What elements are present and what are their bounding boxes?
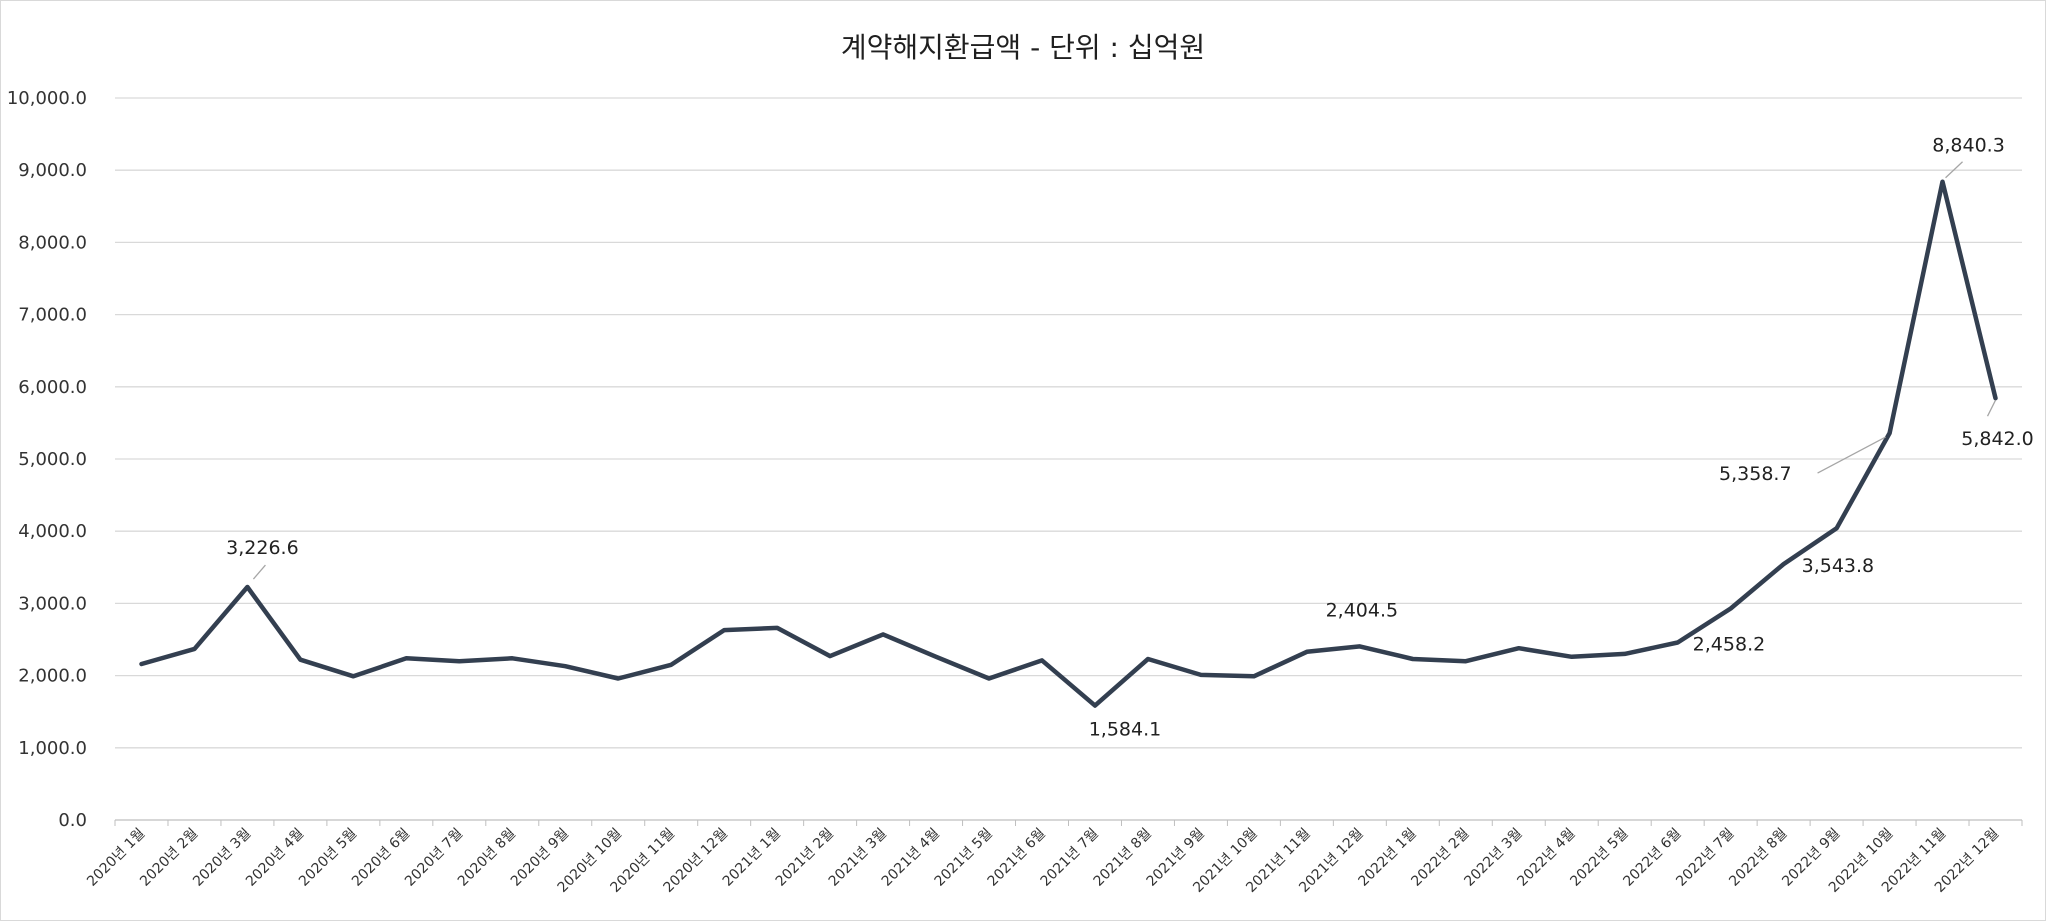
data-label: 3,226.6 xyxy=(226,537,299,559)
leader-line xyxy=(1945,161,1963,179)
y-tick-label: 1,000.0 xyxy=(18,738,87,759)
y-tick-label: 3,000.0 xyxy=(18,593,87,614)
y-tick-label: 6,000.0 xyxy=(18,377,87,398)
y-tick-label: 2,000.0 xyxy=(18,666,87,687)
data-label: 5,842.0 xyxy=(1961,428,2034,450)
y-tick-label: 9,000.0 xyxy=(18,160,87,181)
y-tick-label: 4,000.0 xyxy=(18,521,87,542)
y-tick-label: 0.0 xyxy=(58,810,87,831)
y-tick-label: 7,000.0 xyxy=(18,305,87,326)
data-labels: 3,226.6 1,584.1 2,404.5 2,458.2 3,543.8 5,358… xyxy=(226,135,2034,741)
data-label: 2,404.5 xyxy=(1326,599,1399,621)
chart-title: 계약해지환급액 - 단위 : 십억원 xyxy=(840,31,1206,64)
leader-line xyxy=(252,564,266,580)
y-tick-label: 8,000.0 xyxy=(18,232,87,253)
data-label: 5,358.7 xyxy=(1719,463,1792,485)
series xyxy=(139,179,1998,708)
data-label: 1,584.1 xyxy=(1089,719,1162,741)
y-axis: 0.0 1,000.0 2,000.0 3,000.0 4,000.0 5,000.0 6,… xyxy=(7,88,87,831)
data-label: 3,543.8 xyxy=(1802,555,1875,577)
y-tick-label: 10,000.0 xyxy=(7,88,87,109)
data-label: 8,840.3 xyxy=(1932,135,2005,157)
y-tick-label: 5,000.0 xyxy=(18,449,87,470)
data-label: 2,458.2 xyxy=(1693,634,1766,656)
leader-line xyxy=(1986,399,1997,417)
series-line xyxy=(139,179,1998,708)
gridlines xyxy=(115,97,2022,821)
leader-line xyxy=(1817,436,1886,474)
